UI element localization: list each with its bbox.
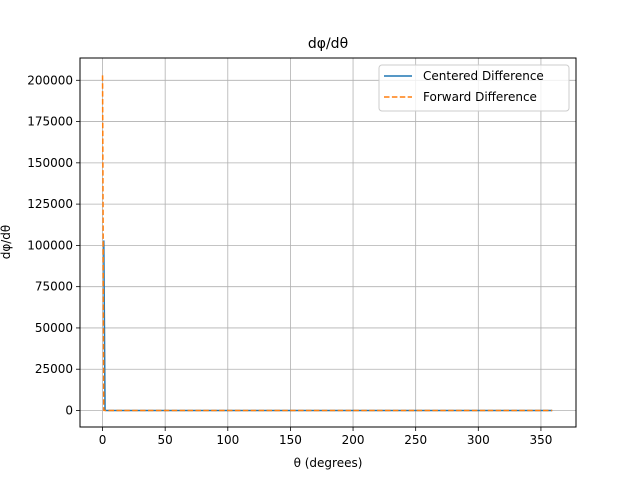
y-tick-label: 0	[65, 403, 73, 417]
y-tick-label: 200000	[27, 73, 73, 87]
legend-label-forward: Forward Difference	[423, 90, 537, 104]
x-tick-label: 300	[467, 433, 490, 447]
legend-box	[378, 64, 570, 112]
x-tick-label: 50	[158, 433, 173, 447]
y-tick-label: 125000	[27, 197, 73, 211]
x-tick-label: 0	[99, 433, 107, 447]
chart-title: dφ/dθ	[308, 36, 348, 52]
y-tick-label: 175000	[27, 115, 73, 129]
y-tick-label: 25000	[35, 362, 73, 376]
x-tick-label: 250	[404, 433, 427, 447]
x-tick-label: 100	[216, 433, 239, 447]
x-tick-label: 200	[342, 433, 365, 447]
x-axis-label: θ (degrees)	[294, 456, 363, 470]
legend: Centered Difference Forward Difference	[378, 64, 570, 112]
plot-frame	[79, 57, 577, 428]
x-tick-label: 350	[529, 433, 552, 447]
y-tick-label: 100000	[27, 238, 73, 252]
y-axis-label: dφ/dθ	[0, 225, 13, 260]
x-tick-label: 150	[279, 433, 302, 447]
y-tick-label: 75000	[35, 280, 73, 294]
series-layer	[101, 75, 553, 412]
y-tick-label: 150000	[27, 156, 73, 170]
axis-ticks: 0 50 100 150 200 250 300 350 0 25000 50000 75000 100…	[27, 73, 552, 447]
legend-label-centered: Centered Difference	[423, 69, 544, 83]
series-line-forward-difference	[101, 75, 553, 412]
y-tick-label: 50000	[35, 321, 73, 335]
